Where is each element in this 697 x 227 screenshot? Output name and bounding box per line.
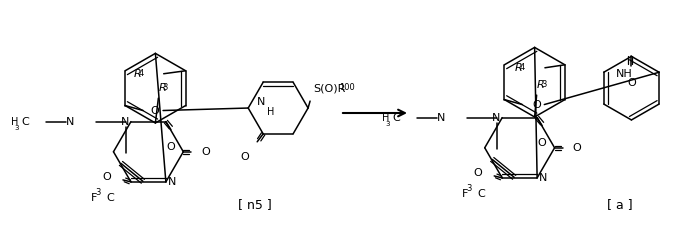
Text: O: O: [473, 168, 482, 178]
Text: N: N: [492, 113, 500, 123]
Text: H: H: [11, 117, 19, 127]
Text: C: C: [477, 189, 485, 199]
Text: O: O: [151, 106, 160, 116]
Text: R: R: [515, 63, 523, 73]
Text: O: O: [572, 143, 581, 153]
Text: O: O: [627, 78, 636, 88]
Text: 4: 4: [519, 63, 525, 72]
Text: 3: 3: [163, 83, 168, 92]
Text: R: R: [134, 69, 141, 79]
Text: F: F: [462, 189, 468, 199]
Text: R: R: [158, 83, 166, 93]
Text: N: N: [66, 117, 74, 127]
Text: C: C: [106, 193, 114, 203]
Text: 100: 100: [339, 83, 354, 92]
Text: N: N: [539, 173, 548, 183]
Text: O: O: [201, 147, 210, 157]
Text: 3: 3: [541, 80, 546, 89]
Text: N: N: [121, 117, 129, 127]
Text: H: H: [268, 107, 275, 117]
Text: 3: 3: [14, 125, 19, 131]
Text: H: H: [383, 113, 390, 123]
Text: [ a ]: [ a ]: [606, 198, 632, 211]
Text: 4: 4: [138, 69, 144, 78]
Text: 3: 3: [466, 184, 472, 193]
Text: S(O)R: S(O)R: [313, 83, 346, 93]
Text: C: C: [21, 117, 29, 127]
Text: N: N: [437, 113, 445, 123]
Text: R: R: [537, 80, 544, 90]
Text: 3: 3: [95, 188, 100, 197]
Text: N: N: [168, 177, 176, 187]
Text: O: O: [102, 172, 111, 182]
Text: O: O: [241, 152, 250, 162]
Text: O: O: [532, 100, 541, 110]
Text: O: O: [167, 141, 175, 151]
Text: [ n5 ]: [ n5 ]: [238, 198, 272, 211]
Text: O: O: [538, 138, 546, 148]
Text: C: C: [392, 113, 400, 123]
Text: N: N: [257, 97, 266, 107]
Text: 3: 3: [385, 121, 390, 127]
Text: NH: NH: [615, 69, 632, 79]
Text: F: F: [91, 193, 98, 203]
